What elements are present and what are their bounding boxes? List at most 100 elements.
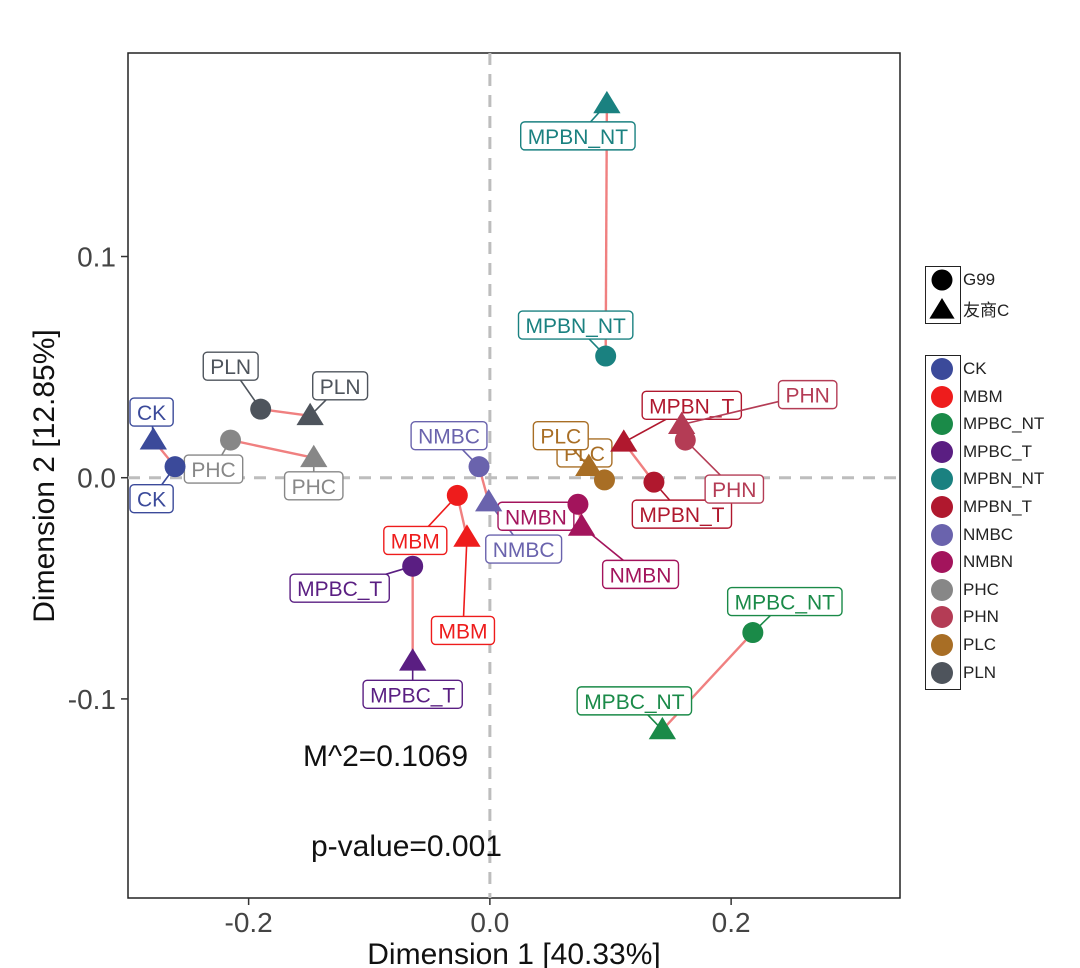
point-circle (164, 456, 186, 478)
point-label-box (410, 420, 488, 451)
point-triangle (593, 90, 621, 114)
group-color-dot (929, 384, 955, 410)
pair-connector (230, 438, 315, 459)
point-label: MPBN_NT (528, 126, 629, 149)
point-label-box (129, 397, 174, 427)
point-label-box (362, 679, 463, 710)
shape-symbol-circle (929, 267, 955, 293)
group-legend-item: PLN (929, 660, 996, 686)
point-triangle (575, 453, 603, 477)
point-triangle (648, 716, 677, 740)
annotation-pvalue: p-value=0.001 (311, 830, 502, 863)
point-triangle (300, 444, 328, 468)
point-label: MPBC_T (370, 684, 455, 707)
point-label-box (517, 310, 634, 340)
point-label-box (497, 501, 575, 531)
point-triangle (399, 648, 427, 671)
group-legend-label: CK (963, 359, 987, 378)
point-label-box (430, 615, 496, 646)
point-label: CK (137, 402, 166, 425)
group-color-dot (929, 356, 955, 382)
point-triangle (668, 411, 696, 434)
point-label: PHC (191, 459, 235, 482)
point-label-box (704, 474, 765, 504)
point-label-box (726, 586, 843, 617)
group-legend-item: MPBC_NT (929, 411, 1044, 437)
point-label-box (383, 525, 448, 556)
point-label-box (283, 471, 344, 501)
point-label: NMBN (505, 506, 567, 529)
group-color-dot (929, 522, 955, 548)
label-leader (462, 537, 468, 631)
group-legend-label: NMBC (963, 524, 1014, 544)
group-legend-label: NMBN (963, 552, 1014, 572)
point-circle (643, 471, 665, 493)
point-circle (250, 398, 272, 420)
point-circle (674, 429, 696, 451)
group-legend-item: PHN (929, 604, 999, 630)
point-triangle (567, 513, 596, 536)
group-color-dot (929, 577, 955, 603)
point-label-box (601, 559, 680, 590)
group-legend-label: PLC (963, 635, 997, 654)
group-legend-item: NMBN (929, 549, 1013, 575)
point-circle (446, 484, 468, 506)
group-legend-item: MPBC_T (929, 439, 1032, 465)
shape-legend-item: G99 (929, 267, 995, 293)
point-label-box (576, 686, 693, 716)
group-color-dot (929, 604, 955, 630)
shape-legend-label: G99 (963, 270, 996, 289)
group-color-dot (929, 466, 955, 492)
point-label: PLN (210, 356, 251, 379)
group-legend-item: PHC (929, 577, 999, 603)
x-tick-label: 0.0 (470, 907, 509, 938)
y-tick-label: 0.1 (77, 242, 116, 273)
point-label: PLN (320, 376, 361, 399)
group-legend-item: PLC (929, 632, 996, 658)
point-label-box (631, 499, 733, 529)
point-label: MBM (391, 530, 440, 553)
group-legend-item: MPBN_NT (929, 466, 1044, 492)
point-label: PHN (785, 385, 829, 408)
point-triangle (453, 524, 481, 547)
group-color-dot (929, 549, 955, 575)
group-legend-label: MPBC_T (963, 441, 1032, 461)
point-label: NMBN (610, 564, 672, 587)
point-label-box (202, 351, 259, 381)
annotation-m2: M^2=0.1069 (303, 740, 468, 773)
shape-symbol-triangle (929, 295, 955, 321)
point-label-box (289, 573, 390, 603)
group-legend-label: MPBC_NT (963, 414, 1045, 434)
point-label: NMBC (418, 426, 480, 449)
group-color-dot (929, 660, 955, 686)
y-tick-label: -0.1 (68, 684, 116, 715)
shape-legend-item: 友商C (929, 295, 1009, 321)
point-label-box (641, 390, 743, 421)
group-legend-item: CK (929, 356, 987, 382)
point-label: CK (137, 489, 166, 512)
point-label-box (532, 420, 589, 451)
point-label: PHN (712, 479, 756, 502)
point-circle (742, 622, 764, 644)
point-label-box (129, 483, 174, 514)
point-label: PLC (540, 426, 581, 449)
group-legend-label: MPBN_NT (963, 469, 1045, 489)
plot-frame (127, 52, 901, 899)
point-circle (595, 345, 617, 367)
point-label-box (777, 379, 838, 410)
group-legend-label: PLN (963, 662, 997, 682)
point-label: MPBC_NT (735, 592, 836, 615)
group-color-dot (929, 439, 955, 465)
axis-ticks: -0.2 0.0 0.2 -0.1 0.0 0.1 (68, 242, 751, 938)
point-label: PHC (292, 476, 336, 499)
point-triangle (610, 429, 638, 452)
label-layer: CK CK MBM MBM MPBC_NT MPBC_NT MPBC_T MPBC_T MPBN… (129, 103, 843, 731)
group-color-dot (929, 494, 955, 520)
point-circle (468, 456, 490, 478)
group-color-dot (929, 632, 955, 658)
x-tick-label: 0.2 (712, 907, 751, 938)
group-legend-label: PHC (963, 579, 999, 599)
point-circle (220, 429, 242, 451)
point-triangle (475, 489, 503, 512)
